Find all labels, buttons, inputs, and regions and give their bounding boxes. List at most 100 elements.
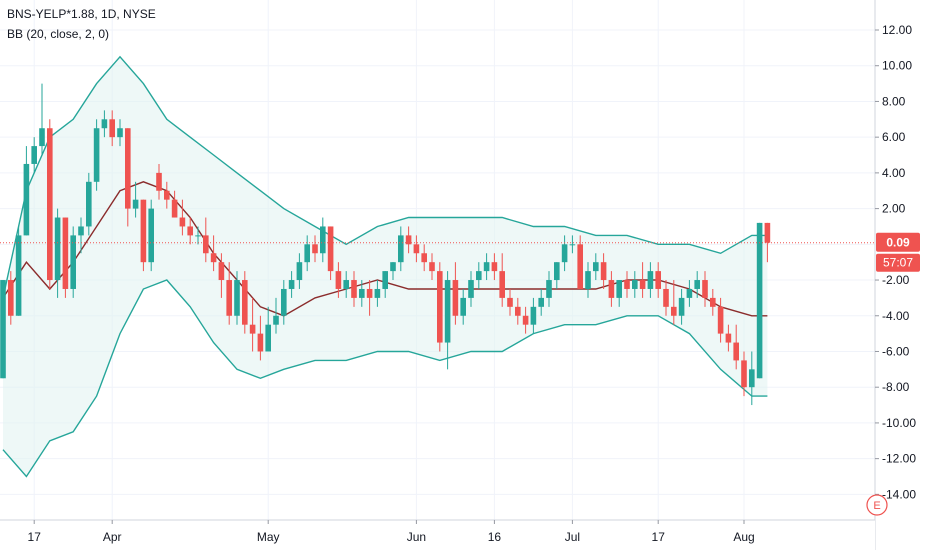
last-price-value: 0.09 bbox=[886, 236, 910, 250]
candle-body bbox=[663, 288, 669, 307]
candle-body bbox=[288, 280, 295, 289]
candle-body bbox=[257, 333, 264, 352]
bollinger-lower-line bbox=[2, 279, 768, 478]
candle-body bbox=[476, 271, 482, 281]
earnings-icon[interactable] bbox=[866, 494, 888, 516]
candle-body bbox=[717, 306, 724, 334]
candle-body bbox=[327, 226, 334, 272]
candle-body bbox=[678, 297, 685, 316]
candle-body bbox=[335, 271, 342, 289]
candle-body bbox=[624, 280, 630, 289]
candle-body bbox=[0, 280, 6, 379]
candle-body bbox=[468, 280, 474, 298]
candle-body bbox=[78, 226, 84, 236]
candle-body bbox=[554, 262, 560, 281]
candle-body bbox=[460, 297, 466, 316]
candle-body bbox=[764, 222, 771, 243]
candle-body bbox=[70, 235, 76, 289]
candle-body bbox=[561, 244, 568, 263]
candle-body bbox=[86, 181, 92, 227]
candle-body bbox=[538, 297, 544, 307]
price-axis-label: -14.00 bbox=[882, 487, 916, 501]
candle-body bbox=[312, 244, 318, 254]
candle-body bbox=[499, 271, 505, 298]
indicator-legend[interactable]: BB (20, close, 2, 0) bbox=[7, 27, 110, 41]
candle-body bbox=[15, 235, 22, 316]
candle-body bbox=[507, 297, 513, 307]
candle-body bbox=[655, 271, 661, 289]
time-axis-label: Apr bbox=[103, 530, 122, 544]
candle-body bbox=[577, 244, 583, 289]
price-axis-label: -6.00 bbox=[882, 344, 910, 358]
candle-body bbox=[47, 128, 53, 281]
time-axis-background bbox=[0, 520, 875, 550]
countdown-value: 57:07 bbox=[883, 256, 913, 270]
candle-body bbox=[382, 271, 388, 289]
candle-body bbox=[226, 280, 232, 316]
candle-body bbox=[749, 369, 755, 388]
candle-body bbox=[343, 280, 349, 289]
candle-body bbox=[491, 262, 498, 272]
candle-body bbox=[54, 217, 61, 281]
candle-body bbox=[686, 288, 693, 298]
candle-body bbox=[632, 280, 638, 289]
candle-body bbox=[671, 306, 677, 316]
candle-body bbox=[187, 226, 193, 236]
candle-body bbox=[515, 306, 521, 316]
candle-body bbox=[195, 235, 201, 237]
candle-body bbox=[8, 280, 14, 316]
candle-body bbox=[304, 244, 310, 263]
candle-body bbox=[179, 217, 186, 227]
candle-body bbox=[320, 226, 326, 254]
price-axis-label: -4.00 bbox=[882, 309, 910, 323]
candle-body bbox=[694, 280, 700, 289]
candle-body bbox=[132, 199, 139, 209]
candle-body bbox=[608, 280, 615, 298]
candle-body bbox=[444, 280, 451, 343]
time-axis-label: Jun bbox=[407, 530, 426, 544]
candle-body bbox=[218, 262, 225, 281]
time-axis-label: 17 bbox=[28, 530, 42, 544]
candle-body bbox=[437, 271, 443, 343]
bollinger-upper-line bbox=[2, 55, 768, 299]
candle-body bbox=[249, 324, 256, 334]
candle-body bbox=[101, 119, 108, 129]
candle-body bbox=[405, 235, 412, 245]
time-axis-label: 16 bbox=[488, 530, 502, 544]
candle-body bbox=[585, 271, 591, 289]
candle-body bbox=[390, 262, 396, 272]
price-axis-label: -2.00 bbox=[882, 273, 910, 287]
candle-body bbox=[522, 315, 529, 325]
candle-body bbox=[398, 235, 404, 263]
candle-body bbox=[242, 280, 248, 325]
candle-body bbox=[569, 244, 576, 246]
countdown-badge bbox=[876, 253, 920, 272]
candle-body bbox=[429, 262, 435, 272]
price-axis-label: 2.00 bbox=[882, 202, 906, 216]
candle-body bbox=[148, 208, 154, 263]
time-axis-label: Jul bbox=[565, 530, 580, 544]
candle-body bbox=[265, 324, 271, 352]
price-axis-label: 12.00 bbox=[882, 23, 912, 37]
bollinger-band-fill bbox=[3, 56, 768, 477]
candle-body bbox=[39, 128, 45, 147]
price-axis-label: -12.00 bbox=[882, 452, 916, 466]
time-axis-label: 17 bbox=[652, 530, 666, 544]
candle-body bbox=[296, 262, 303, 281]
price-axis-label: 10.00 bbox=[882, 59, 912, 73]
candle-body bbox=[639, 280, 646, 289]
last-price-badge[interactable] bbox=[876, 232, 920, 252]
price-axis-label: 6.00 bbox=[882, 130, 906, 144]
candle-body bbox=[210, 253, 217, 263]
candle-body bbox=[616, 280, 622, 298]
candle-body bbox=[374, 288, 381, 298]
symbol-legend: BNS-YELP*1.88, 1D, NYSE bbox=[7, 7, 156, 21]
candle-body bbox=[351, 280, 357, 298]
candle-body bbox=[117, 128, 123, 138]
price-axis-label: -8.00 bbox=[882, 380, 910, 394]
candle-body bbox=[452, 280, 459, 316]
candle-body bbox=[756, 222, 763, 379]
time-axis-label: Aug bbox=[733, 530, 754, 544]
